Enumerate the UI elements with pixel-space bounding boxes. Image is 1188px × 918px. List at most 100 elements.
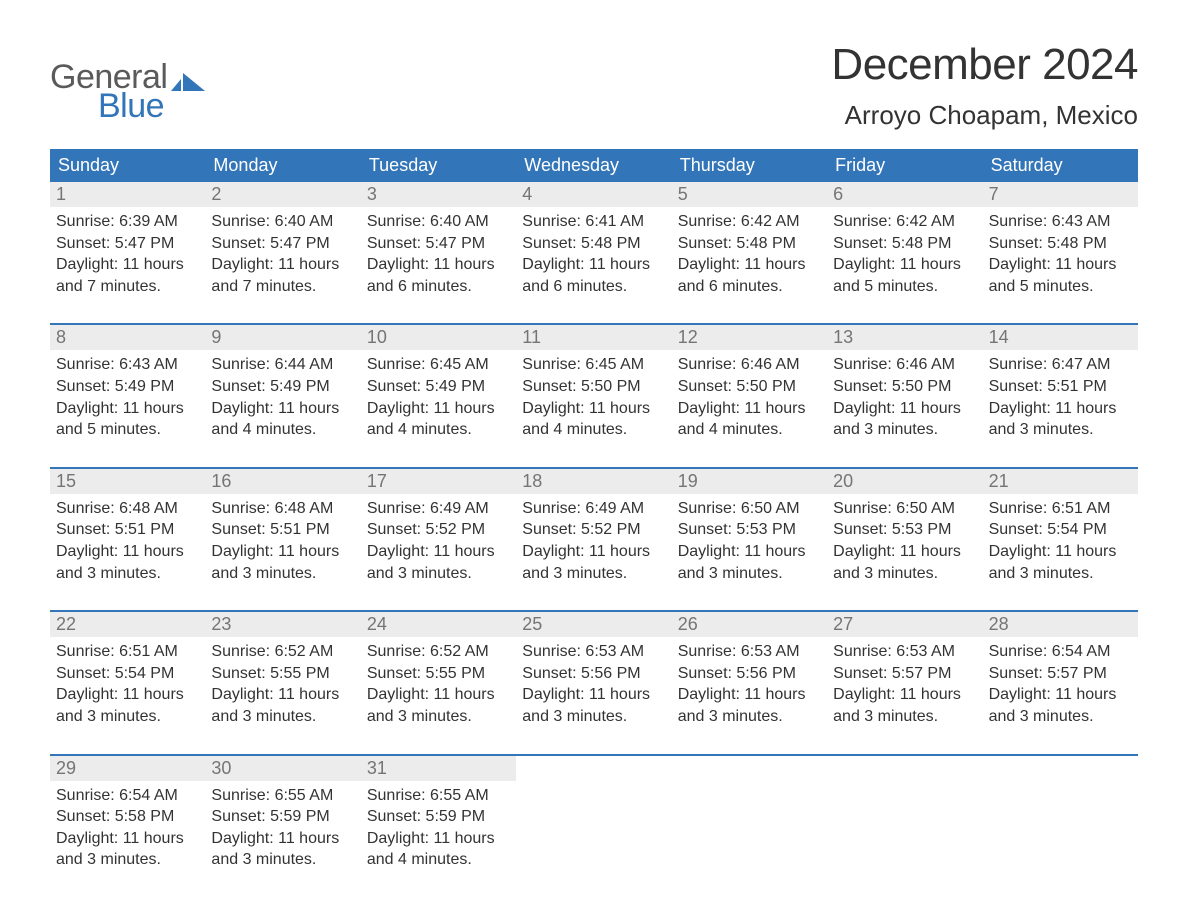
sunrise-text: Sunrise: 6:43 AM <box>989 211 1132 233</box>
daylight-text: Daylight: 11 hours <box>678 398 821 420</box>
day-detail: Sunrise: 6:54 AMSunset: 5:58 PMDaylight:… <box>50 781 205 871</box>
day-number: 22 <box>50 612 205 637</box>
day-number: 1 <box>50 182 205 207</box>
daylight-text: and 3 minutes. <box>56 849 199 871</box>
daylight-text: and 7 minutes. <box>56 276 199 298</box>
day-number: 2 <box>205 182 360 207</box>
weekday-label: Friday <box>827 149 982 182</box>
sunset-text: Sunset: 5:59 PM <box>367 806 510 828</box>
sunrise-text: Sunrise: 6:50 AM <box>678 498 821 520</box>
daylight-text: and 3 minutes. <box>833 563 976 585</box>
daylight-text: and 3 minutes. <box>211 563 354 585</box>
day-detail: Sunrise: 6:45 AMSunset: 5:49 PMDaylight:… <box>361 350 516 440</box>
day-number: 25 <box>516 612 671 637</box>
daylight-text: Daylight: 11 hours <box>522 541 665 563</box>
weekday-label: Thursday <box>672 149 827 182</box>
daylight-text: Daylight: 11 hours <box>833 398 976 420</box>
day-number: 13 <box>827 325 982 350</box>
day-detail: Sunrise: 6:55 AMSunset: 5:59 PMDaylight:… <box>205 781 360 871</box>
sunset-text: Sunset: 5:47 PM <box>211 233 354 255</box>
day-number: 20 <box>827 469 982 494</box>
brand-logo: General Blue <box>50 58 205 126</box>
day-detail: Sunrise: 6:46 AMSunset: 5:50 PMDaylight:… <box>827 350 982 440</box>
day-detail: Sunrise: 6:52 AMSunset: 5:55 PMDaylight:… <box>361 637 516 727</box>
daylight-text: Daylight: 11 hours <box>989 398 1132 420</box>
sunset-text: Sunset: 5:49 PM <box>211 376 354 398</box>
sunrise-text: Sunrise: 6:41 AM <box>522 211 665 233</box>
day-cell <box>672 756 827 871</box>
daylight-text: Daylight: 11 hours <box>678 684 821 706</box>
daylight-text: and 6 minutes. <box>367 276 510 298</box>
sunset-text: Sunset: 5:48 PM <box>522 233 665 255</box>
sunrise-text: Sunrise: 6:47 AM <box>989 354 1132 376</box>
sunrise-text: Sunrise: 6:40 AM <box>211 211 354 233</box>
sunrise-text: Sunrise: 6:52 AM <box>367 641 510 663</box>
sunrise-text: Sunrise: 6:42 AM <box>833 211 976 233</box>
day-detail: Sunrise: 6:43 AMSunset: 5:49 PMDaylight:… <box>50 350 205 440</box>
daylight-text: Daylight: 11 hours <box>211 398 354 420</box>
daylight-text: and 3 minutes. <box>367 563 510 585</box>
day-cell: 9Sunrise: 6:44 AMSunset: 5:49 PMDaylight… <box>205 325 360 440</box>
day-cell: 20Sunrise: 6:50 AMSunset: 5:53 PMDayligh… <box>827 469 982 584</box>
day-number: 8 <box>50 325 205 350</box>
sunset-text: Sunset: 5:54 PM <box>989 519 1132 541</box>
day-cell: 6Sunrise: 6:42 AMSunset: 5:48 PMDaylight… <box>827 182 982 297</box>
daylight-text: and 3 minutes. <box>367 706 510 728</box>
daylight-text: Daylight: 11 hours <box>989 684 1132 706</box>
daylight-text: Daylight: 11 hours <box>522 254 665 276</box>
day-cell: 18Sunrise: 6:49 AMSunset: 5:52 PMDayligh… <box>516 469 671 584</box>
day-cell: 27Sunrise: 6:53 AMSunset: 5:57 PMDayligh… <box>827 612 982 727</box>
sunset-text: Sunset: 5:48 PM <box>989 233 1132 255</box>
day-cell: 30Sunrise: 6:55 AMSunset: 5:59 PMDayligh… <box>205 756 360 871</box>
day-number: 23 <box>205 612 360 637</box>
sunset-text: Sunset: 5:56 PM <box>678 663 821 685</box>
sunset-text: Sunset: 5:50 PM <box>833 376 976 398</box>
day-number: 12 <box>672 325 827 350</box>
sunset-text: Sunset: 5:49 PM <box>56 376 199 398</box>
daylight-text: Daylight: 11 hours <box>989 254 1132 276</box>
week-row: 15Sunrise: 6:48 AMSunset: 5:51 PMDayligh… <box>50 467 1138 584</box>
day-detail: Sunrise: 6:51 AMSunset: 5:54 PMDaylight:… <box>50 637 205 727</box>
day-cell: 11Sunrise: 6:45 AMSunset: 5:50 PMDayligh… <box>516 325 671 440</box>
day-number: 27 <box>827 612 982 637</box>
daylight-text: Daylight: 11 hours <box>522 398 665 420</box>
day-cell: 21Sunrise: 6:51 AMSunset: 5:54 PMDayligh… <box>983 469 1138 584</box>
daylight-text: and 5 minutes. <box>833 276 976 298</box>
daylight-text: and 3 minutes. <box>989 706 1132 728</box>
day-cell: 13Sunrise: 6:46 AMSunset: 5:50 PMDayligh… <box>827 325 982 440</box>
day-number: 26 <box>672 612 827 637</box>
daylight-text: and 7 minutes. <box>211 276 354 298</box>
day-number: 10 <box>361 325 516 350</box>
day-cell: 1Sunrise: 6:39 AMSunset: 5:47 PMDaylight… <box>50 182 205 297</box>
sunset-text: Sunset: 5:56 PM <box>522 663 665 685</box>
sunset-text: Sunset: 5:52 PM <box>367 519 510 541</box>
day-number: 5 <box>672 182 827 207</box>
daylight-text: and 4 minutes. <box>367 849 510 871</box>
daylight-text: Daylight: 11 hours <box>211 684 354 706</box>
week-row: 22Sunrise: 6:51 AMSunset: 5:54 PMDayligh… <box>50 610 1138 727</box>
location-subtitle: Arroyo Choapam, Mexico <box>831 100 1138 131</box>
day-cell: 7Sunrise: 6:43 AMSunset: 5:48 PMDaylight… <box>983 182 1138 297</box>
daylight-text: Daylight: 11 hours <box>56 398 199 420</box>
day-detail: Sunrise: 6:39 AMSunset: 5:47 PMDaylight:… <box>50 207 205 297</box>
week-row: 29Sunrise: 6:54 AMSunset: 5:58 PMDayligh… <box>50 754 1138 871</box>
sunrise-text: Sunrise: 6:44 AM <box>211 354 354 376</box>
sunrise-text: Sunrise: 6:42 AM <box>678 211 821 233</box>
day-number: 3 <box>361 182 516 207</box>
day-cell <box>983 756 1138 871</box>
sunrise-text: Sunrise: 6:45 AM <box>522 354 665 376</box>
page-title: December 2024 <box>831 40 1138 90</box>
day-detail: Sunrise: 6:42 AMSunset: 5:48 PMDaylight:… <box>672 207 827 297</box>
sunset-text: Sunset: 5:50 PM <box>678 376 821 398</box>
weekday-label: Tuesday <box>361 149 516 182</box>
day-cell <box>516 756 671 871</box>
title-block: December 2024 Arroyo Choapam, Mexico <box>831 40 1138 131</box>
sunset-text: Sunset: 5:51 PM <box>56 519 199 541</box>
daylight-text: Daylight: 11 hours <box>367 254 510 276</box>
day-cell: 24Sunrise: 6:52 AMSunset: 5:55 PMDayligh… <box>361 612 516 727</box>
sunset-text: Sunset: 5:47 PM <box>56 233 199 255</box>
daylight-text: Daylight: 11 hours <box>56 828 199 850</box>
sunrise-text: Sunrise: 6:54 AM <box>56 785 199 807</box>
sunset-text: Sunset: 5:53 PM <box>833 519 976 541</box>
day-cell: 14Sunrise: 6:47 AMSunset: 5:51 PMDayligh… <box>983 325 1138 440</box>
